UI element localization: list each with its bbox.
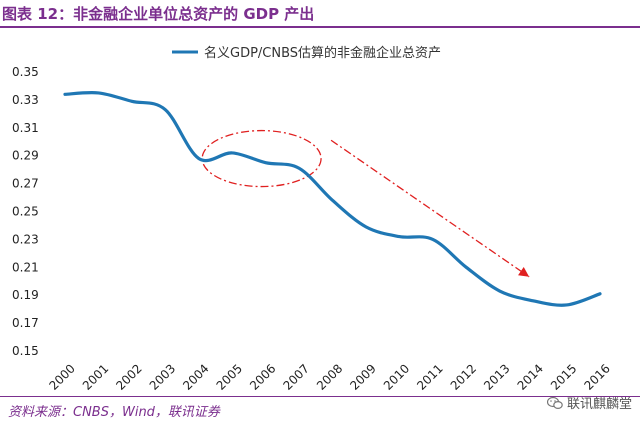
x-tick-label: 2005 [214,361,245,392]
y-tick-label: 0.21 [12,260,39,274]
source-note: 资料来源：CNBS，Wind，联讯证券 [8,405,220,420]
data-point [331,199,334,202]
data-point [465,266,468,269]
source-divider [0,396,640,397]
watermark: 联讯麒麟堂 [546,393,632,412]
x-tick-label: 2008 [314,361,345,392]
data-point [431,238,434,241]
data-point [598,292,601,295]
x-tick-label: 2012 [448,361,479,392]
data-point [130,100,133,103]
y-axis: 0.15 0.17 0.19 0.21 0.23 0.25 0.27 0.29 0.31 0.33… [12,65,39,358]
x-tick-label: 2001 [80,361,111,392]
y-tick-label: 0.31 [12,121,39,135]
y-tick-label: 0.35 [12,65,39,79]
x-tick-label: 2010 [381,361,412,392]
x-tick-label: 2014 [515,361,546,392]
y-tick-label: 0.17 [12,316,39,330]
wechat-icon [546,396,563,409]
data-point [398,235,401,238]
x-tick-label: 2000 [46,361,77,392]
title-bar: 图表 12：非金融企业单位总资产的 GDP 产出 [0,0,640,28]
title-divider [0,26,640,28]
page-title: 图表 12：非金融企业单位总资产的 GDP 产出 [2,5,315,23]
data-point [97,91,100,94]
y-tick-label: 0.23 [12,232,39,246]
y-tick-label: 0.27 [12,177,39,191]
y-tick-label: 0.25 [12,205,39,219]
data-point [63,93,66,96]
series-line [63,91,602,307]
y-tick-label: 0.19 [12,288,39,302]
y-tick-label: 0.29 [12,149,39,163]
data-point [164,108,167,111]
x-tick-label: 2009 [347,361,378,392]
data-point [264,161,267,164]
data-point [565,303,568,306]
data-point [231,151,234,154]
data-point [297,167,300,170]
x-tick-label: 2003 [147,361,178,392]
x-tick-label: 2004 [180,361,211,392]
line-chart: 名义GDP/CNBS估算的非金融企业总资产 0.150.170.190.210.… [12,45,613,393]
y-tick-label: 0.33 [12,93,39,107]
data-point [364,225,367,228]
x-axis: 2000 2001 2002 2003 2004 2005 2006 2007 2008 2009… [46,361,612,392]
data-point [197,157,200,160]
chart-legend: 名义GDP/CNBS估算的非金融企业总资产 [172,45,441,61]
x-tick-label: 2015 [548,361,579,392]
trend-arrow-line [330,139,530,278]
x-tick-label: 2002 [113,361,144,392]
x-tick-label: 2006 [247,361,278,392]
x-tick-label: 2011 [414,361,445,392]
highlight-ellipse [201,129,322,188]
x-tick-label: 2013 [481,361,512,392]
watermark-text: 联讯麒麟堂 [566,397,632,412]
legend-label: 名义GDP/CNBS估算的非金融企业总资产 [204,45,441,61]
data-point [498,289,501,292]
trend-arrow-head [518,266,530,277]
chart-annotations [201,129,530,278]
plot-area [63,91,602,307]
x-tick-label: 2007 [280,361,311,392]
x-tick-label: 2016 [581,361,612,392]
data-point [532,299,535,302]
y-tick-label: 0.15 [12,344,39,358]
